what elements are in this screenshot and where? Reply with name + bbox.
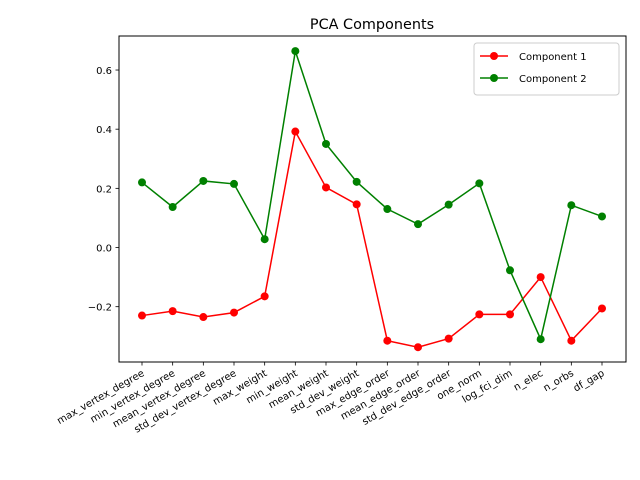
data-point [352, 200, 361, 209]
data-point [322, 183, 330, 192]
data-point [506, 310, 514, 319]
data-point [168, 202, 177, 211]
data-point [444, 334, 453, 343]
data-point [260, 292, 269, 301]
data-point [352, 177, 361, 186]
data-point [536, 335, 545, 344]
y-axis: −0.2 0.0 0.2 0.4 0.6 [88, 66, 119, 314]
legend-box [473, 42, 620, 96]
legend-label: Component 1 [519, 52, 587, 63]
data-point [199, 176, 208, 185]
legend-marker [490, 52, 498, 60]
y-tick-label: 0.6 [96, 66, 112, 77]
plot-area [118, 35, 627, 363]
data-point [230, 308, 238, 317]
legend-label: Component 2 [519, 74, 587, 85]
data-point [322, 139, 330, 148]
data-point [199, 313, 208, 322]
x-tick-label: df_gap [572, 368, 607, 394]
data-point [414, 220, 422, 229]
data-point [383, 336, 392, 345]
data-point [598, 212, 606, 221]
axes-frame [118, 35, 627, 363]
y-tick-label: −0.2 [88, 303, 112, 314]
data-point [567, 201, 576, 210]
data-point [138, 311, 146, 320]
y-tick-label: 0.4 [96, 125, 112, 136]
data-point [475, 310, 484, 319]
data-point [444, 200, 453, 209]
series-2 [138, 47, 606, 344]
data-point [260, 235, 269, 244]
y-tick-label: 0.0 [96, 244, 112, 255]
data-point [230, 179, 238, 188]
series-line [141, 129, 603, 348]
legend-marker [490, 74, 498, 82]
chart-title: PCA Components [310, 17, 434, 33]
series-1 [138, 127, 606, 352]
series-layer [138, 47, 606, 352]
legend: Component 1 Component 2 [473, 42, 620, 96]
data-point [475, 179, 484, 188]
data-point [168, 307, 177, 316]
series-line [141, 50, 603, 342]
data-point [506, 266, 514, 275]
data-point [536, 273, 545, 282]
data-point [598, 304, 606, 313]
x-tick-label: n_elec [512, 368, 545, 393]
data-point [291, 127, 300, 136]
x-axis: max_vertex_degreemin_vertex_degreemean_v… [55, 362, 607, 436]
y-tick-label: 0.2 [96, 184, 112, 195]
data-point [138, 178, 146, 187]
data-point [567, 336, 576, 345]
x-tick-label: n_orbs [542, 368, 576, 394]
data-point [414, 343, 422, 352]
data-point [291, 47, 300, 56]
data-point [383, 205, 392, 214]
